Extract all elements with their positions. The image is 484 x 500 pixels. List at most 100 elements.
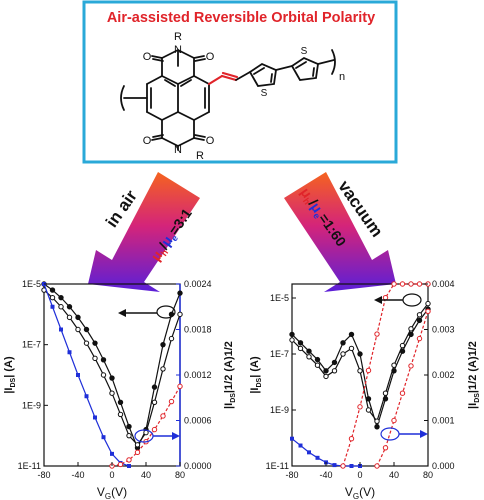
chart-1-point-log-reverse-10 [374,418,380,424]
chart-0-point-log-reverse-12 [143,429,149,436]
chart-0-point-log-reverse-6 [92,355,98,362]
chart-0-point-sqrt-hole-1 [50,304,55,309]
chart-0-point-log-reverse-14 [160,366,166,372]
chart-0-point-log-reverse-2 [58,304,64,310]
chart-right-ellipse-black [402,293,422,307]
chart-1-point-sqrt-hole-5 [332,463,337,468]
y-left-tick-label: 1E-11 [266,461,289,471]
molecule-structure [120,49,336,151]
chart-0-point-sqrt-electron-3 [134,449,141,456]
chart-left-xlabel: VG(V) [97,485,127,500]
chart-1-point-sqrt-electron-5 [382,294,389,301]
chart-0-point-log-forward-13 [151,384,158,390]
chart-right-annotation-blue [380,427,428,441]
chart-0-point-log-forward-5 [83,326,90,333]
chart-1-series-sqrt-hole-right-line [376,311,429,467]
chart-1-series-log-reverse-line [291,303,429,423]
header-panel: Air-assisted Reversible Orbital Polarity [82,0,398,164]
chart-left-ylabel-right: |IDS|1/2 (A)1/2 [223,341,237,409]
chart-1-point-sqrt-hole-3 [315,455,320,460]
chart-right: -80 -40 0 40 80 1E-11 1E-9 1E-7 1E-5 0.000 0.001 0.… [249,279,481,500]
chart-0-point-log-forward-7 [100,357,107,363]
chart-1-point-log-reverse-8 [357,368,363,374]
y-right-tick-label: 0.004 [432,279,455,289]
arrow-right-shape [284,172,396,292]
chart-0-point-log-reverse-10 [126,432,132,439]
y-right-tick-label: 0.003 [432,325,455,335]
chart-left-ylabel-left: |IDS| (A) [3,356,17,394]
molecule-r-top: R [174,31,182,43]
chart-1-point-sqrt-hole-right-2 [391,417,397,424]
chart-0-point-log-forward-3 [66,304,73,310]
chart-0-point-log-reverse-11 [134,442,141,448]
chart-0-point-sqrt-hole-10 [127,464,131,468]
chart-0-point-sqrt-hole-6 [93,415,97,420]
y-left-tick-label: 1E-5 [270,293,289,303]
chart-0-point-log-forward-8 [109,375,115,381]
chart-1-point-log-forward-10 [374,424,380,430]
arrow-left-shape [88,172,200,292]
arrow-left: in air μh/μe=3:1 [88,172,200,292]
chart-0-point-log-forward-10 [126,423,132,430]
chart-1-point-sqrt-hole-7 [349,464,354,468]
x-tick-label: 0 [109,470,114,480]
chart-1-point-log-reverse-15 [416,312,423,318]
chart-1-point-log-reverse-12 [391,362,397,368]
chart-right-ellipse-blue [380,427,400,441]
y-left-tick-label: 1E-11 [18,461,41,471]
chart-1-point-sqrt-electron-7 [399,281,406,287]
chart-0-point-log-forward-6 [92,340,98,346]
x-tick-label: 0 [357,470,362,480]
chart-0-point-sqrt-hole-5 [84,394,89,399]
chart-1-point-log-reverse-2 [306,354,312,360]
chart-1-point-log-forward-7 [348,331,355,338]
chart-0-point-log-forward-2 [58,294,64,301]
x-tick-label: 80 [175,470,185,480]
y-left-tick-label: 1E-5 [22,279,41,289]
x-tick-label: -80 [37,470,50,480]
molecule-o-bottom-right: O [206,135,215,147]
chart-0-point-log-reverse-3 [66,314,73,321]
x-tick-label: 40 [141,470,151,480]
chart-right-annotation-black [374,293,422,307]
arrow-right: vacuum μh/μe=1:60 [284,172,396,292]
chart-0-series-sqrt-hole-line [43,283,130,467]
chart-0-point-sqrt-electron-7 [168,398,175,405]
chart-0-series-log-forward-line [43,283,181,450]
chart-0-point-log-reverse-4 [75,326,81,333]
y-right-tick-label: 0.000 [432,461,455,471]
chart-0-point-sqrt-hole-2 [59,327,63,332]
chart-left-annotation-blue [134,429,180,443]
chart-1-point-sqrt-electron-2 [357,404,363,410]
y-left-tick-label: 1E-7 [270,349,289,359]
chart-1-point-sqrt-electron-6 [391,281,397,287]
chart-0-series-sqrt-electron-line [111,386,181,467]
chart-1-point-log-forward-6 [340,340,346,346]
chart-1-point-sqrt-electron-3 [365,367,372,374]
chart-1-point-sqrt-hole-right-4 [408,363,414,369]
chart-0-point-log-reverse-8 [109,390,115,396]
chart-0-point-sqrt-electron-2 [126,457,132,463]
molecule-n-subscript: n [339,71,345,83]
chart-1-point-sqrt-electron-8 [408,281,414,287]
y-right-tick-label: 0.0000 [184,461,212,471]
y-right-tick-label: 0.0012 [184,370,212,380]
chart-1-point-log-forward-1 [297,340,304,346]
chart-1-point-log-reverse-1 [297,345,304,352]
chart-1-point-log-reverse-9 [365,407,372,413]
chart-0-point-sqrt-electron-8 [177,383,183,390]
molecule-n-top: N [174,44,182,56]
chart-left-ticks: -80 -40 0 40 80 1E-11 1E-9 1E-7 1E-5 0.0000 0.0006… [18,279,212,480]
chart-0-point-log-forward-1 [49,287,56,293]
chart-0-point-log-forward-9 [117,399,124,405]
chart-1-point-sqrt-hole-2 [307,450,311,455]
chart-0-point-log-reverse-13 [151,399,158,405]
chart-0-point-log-reverse-7 [100,372,107,378]
chart-left-annotation-black [118,305,176,319]
chart-1-point-sqrt-electron-4 [374,331,380,337]
chart-1-point-sqrt-hole-right-5 [416,335,423,342]
y-left-tick-label: 1E-9 [270,405,289,415]
chart-1-point-log-reverse-7 [348,345,355,352]
chart-0-point-sqrt-hole-8 [110,451,114,456]
